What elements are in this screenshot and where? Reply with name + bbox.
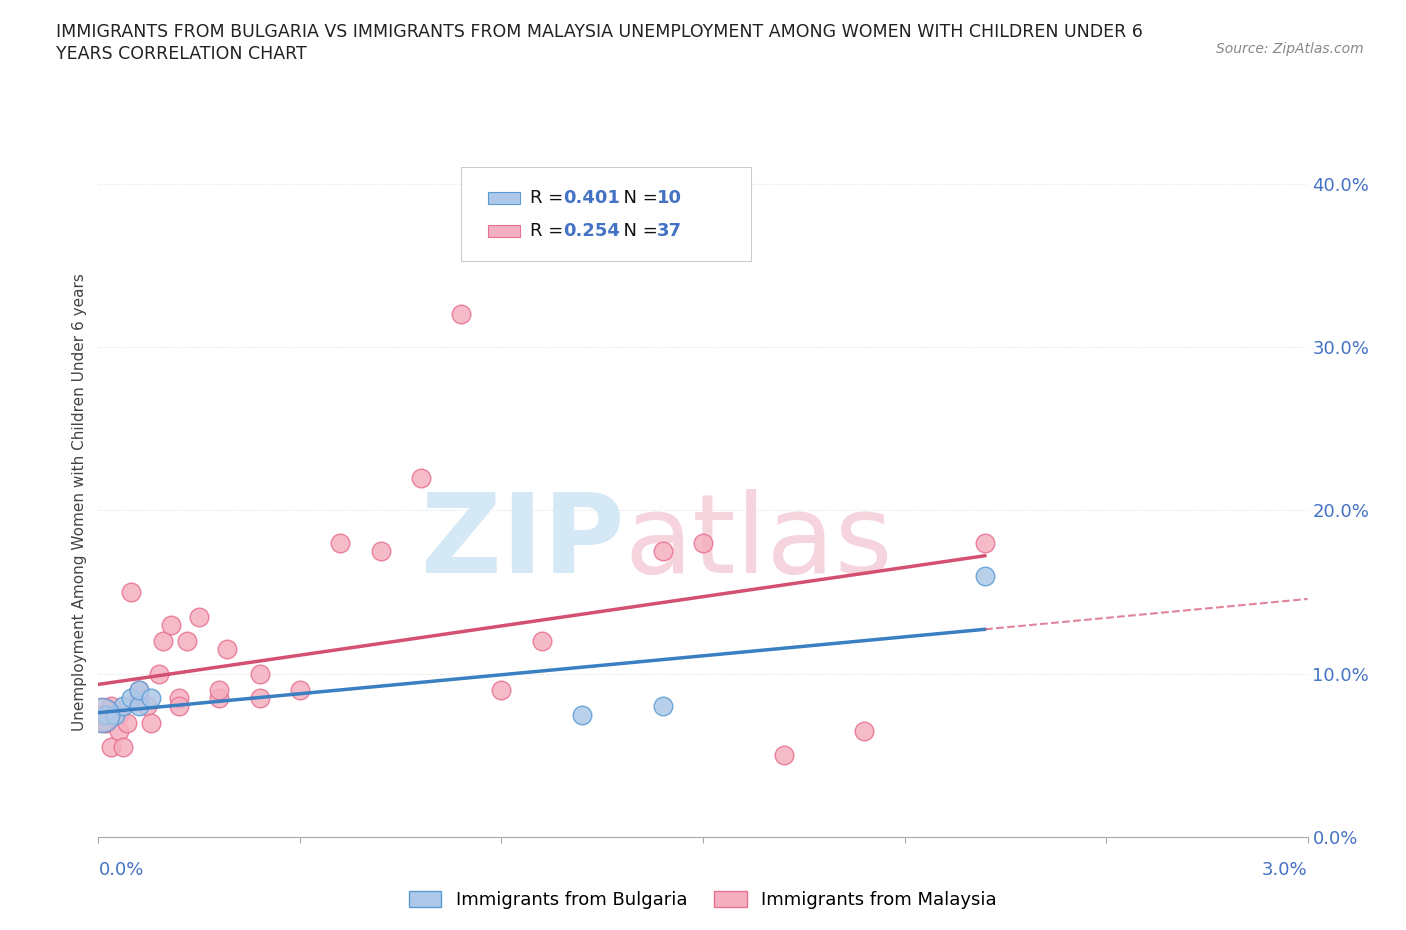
FancyBboxPatch shape — [461, 167, 751, 261]
Text: 0.0%: 0.0% — [98, 860, 143, 879]
Text: R =: R = — [530, 189, 569, 206]
Text: 0.401: 0.401 — [562, 189, 620, 206]
Point — [249, 666, 271, 681]
Point — [120, 585, 142, 600]
Point — [370, 544, 392, 559]
Point — [135, 699, 157, 714]
Point — [91, 707, 114, 722]
Point — [91, 707, 114, 722]
Point — [651, 544, 673, 559]
Point — [100, 699, 122, 714]
Point — [152, 633, 174, 648]
Point — [160, 618, 183, 632]
FancyBboxPatch shape — [488, 192, 520, 204]
Point — [148, 666, 170, 681]
Point — [208, 691, 231, 706]
Point — [772, 748, 794, 763]
Point — [249, 691, 271, 706]
Point — [188, 609, 211, 624]
Point — [120, 691, 142, 706]
Text: atlas: atlas — [624, 489, 893, 596]
Y-axis label: Unemployment Among Women with Children Under 6 years: Unemployment Among Women with Children U… — [72, 273, 87, 731]
Text: Source: ZipAtlas.com: Source: ZipAtlas.com — [1216, 42, 1364, 56]
Point — [128, 683, 150, 698]
Text: ZIP: ZIP — [420, 489, 624, 596]
Point — [974, 568, 997, 583]
Point — [217, 642, 239, 657]
Legend: Immigrants from Bulgaria, Immigrants from Malaysia: Immigrants from Bulgaria, Immigrants fro… — [402, 884, 1004, 916]
Point — [692, 536, 714, 551]
Text: IMMIGRANTS FROM BULGARIA VS IMMIGRANTS FROM MALAYSIA UNEMPLOYMENT AMONG WOMEN WI: IMMIGRANTS FROM BULGARIA VS IMMIGRANTS F… — [56, 23, 1143, 41]
Point — [974, 536, 997, 551]
Text: N =: N = — [612, 222, 664, 240]
Text: 3.0%: 3.0% — [1263, 860, 1308, 879]
Point — [409, 471, 432, 485]
Point — [115, 715, 138, 730]
Point — [167, 699, 190, 714]
Point — [853, 724, 876, 738]
Point — [128, 691, 150, 706]
Point — [491, 683, 513, 698]
Point — [128, 683, 150, 698]
Point — [571, 707, 593, 722]
Point — [208, 683, 231, 698]
Point — [288, 683, 311, 698]
Text: YEARS CORRELATION CHART: YEARS CORRELATION CHART — [56, 45, 307, 62]
Point — [176, 633, 198, 648]
Point — [530, 633, 553, 648]
Point — [450, 307, 472, 322]
Text: R =: R = — [530, 222, 569, 240]
Point — [111, 739, 134, 754]
Point — [111, 699, 134, 714]
Text: 10: 10 — [657, 189, 682, 206]
Point — [139, 715, 162, 730]
Point — [329, 536, 352, 551]
Point — [103, 707, 125, 722]
Point — [107, 707, 129, 722]
Point — [167, 691, 190, 706]
Point — [107, 724, 129, 738]
Text: N =: N = — [612, 189, 664, 206]
Point — [651, 699, 673, 714]
Point — [100, 739, 122, 754]
Text: 0.254: 0.254 — [562, 222, 620, 240]
Point — [91, 707, 114, 722]
Point — [139, 691, 162, 706]
Point — [96, 707, 118, 722]
Text: 37: 37 — [657, 222, 682, 240]
Point — [96, 715, 118, 730]
FancyBboxPatch shape — [488, 225, 520, 237]
Point — [128, 699, 150, 714]
